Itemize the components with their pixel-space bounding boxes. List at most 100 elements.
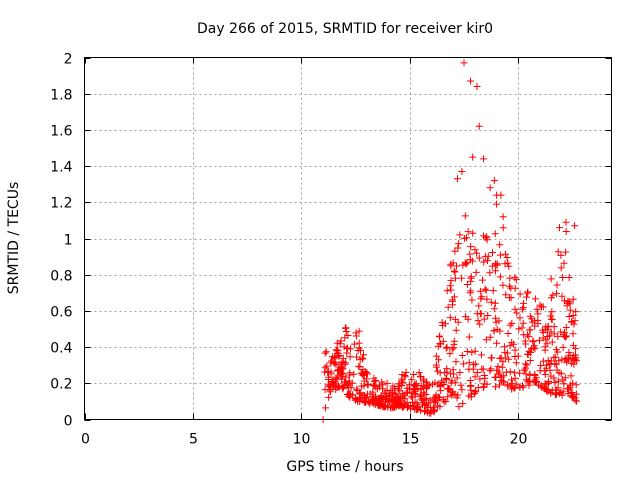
data-point bbox=[417, 373, 425, 381]
y-tick-label: 1 bbox=[64, 233, 73, 249]
data-point bbox=[455, 240, 463, 248]
data-point bbox=[461, 234, 469, 242]
data-point bbox=[360, 377, 368, 385]
data-point bbox=[326, 386, 334, 393]
data-point bbox=[547, 275, 555, 283]
data-point bbox=[475, 254, 483, 262]
data-point bbox=[544, 356, 552, 364]
data-point bbox=[510, 340, 518, 348]
data-point bbox=[447, 260, 455, 268]
data-point bbox=[342, 373, 350, 381]
data-point bbox=[392, 397, 400, 405]
data-point bbox=[333, 350, 341, 358]
data-point bbox=[554, 248, 562, 256]
data-point bbox=[516, 383, 524, 391]
data-point bbox=[426, 396, 434, 404]
data-point bbox=[537, 381, 545, 389]
data-point bbox=[351, 396, 359, 404]
data-point bbox=[346, 369, 354, 377]
data-point bbox=[411, 398, 419, 406]
data-point bbox=[504, 330, 512, 337]
data-point bbox=[480, 155, 487, 163]
data-point bbox=[327, 368, 335, 376]
data-point bbox=[525, 333, 533, 341]
data-point bbox=[522, 364, 530, 372]
data-point bbox=[483, 236, 491, 244]
data-point bbox=[547, 294, 555, 302]
data-point bbox=[524, 288, 532, 296]
data-point bbox=[572, 308, 580, 316]
data-point bbox=[495, 368, 503, 376]
data-point bbox=[423, 381, 431, 389]
data-point bbox=[460, 59, 468, 67]
data-point bbox=[463, 348, 471, 355]
data-point bbox=[430, 395, 438, 403]
data-point bbox=[416, 392, 424, 400]
data-point bbox=[493, 326, 501, 333]
data-point bbox=[519, 304, 527, 312]
x-tick-label: 15 bbox=[402, 432, 420, 448]
data-point bbox=[440, 381, 448, 388]
data-point bbox=[471, 390, 479, 398]
data-point bbox=[548, 338, 556, 346]
data-point bbox=[510, 384, 518, 392]
data-point bbox=[565, 274, 573, 281]
data-point bbox=[567, 389, 575, 397]
data-point bbox=[322, 404, 329, 412]
data-point bbox=[515, 325, 523, 333]
data-point bbox=[492, 318, 500, 326]
data-point bbox=[524, 350, 531, 358]
data-point bbox=[469, 229, 477, 237]
data-point bbox=[486, 184, 494, 192]
data-point bbox=[458, 352, 466, 359]
data-point bbox=[383, 379, 391, 387]
data-point bbox=[489, 249, 496, 256]
data-point bbox=[479, 365, 487, 373]
data-point bbox=[420, 395, 428, 403]
data-point bbox=[511, 284, 519, 292]
data-point bbox=[333, 339, 341, 347]
data-point bbox=[557, 251, 565, 259]
data-point bbox=[356, 363, 364, 371]
data-point bbox=[569, 355, 577, 363]
data-point bbox=[511, 305, 519, 313]
data-point bbox=[443, 287, 451, 295]
data-point bbox=[342, 324, 350, 332]
data-point bbox=[454, 318, 462, 326]
y-tick-label: 0.8 bbox=[50, 269, 72, 285]
data-point bbox=[490, 327, 498, 335]
data-point bbox=[394, 385, 402, 393]
data-point bbox=[553, 366, 561, 374]
data-point bbox=[429, 404, 437, 412]
data-point bbox=[568, 318, 576, 325]
data-point bbox=[508, 376, 515, 384]
data-point bbox=[506, 342, 514, 350]
data-point bbox=[474, 317, 482, 325]
data-point bbox=[403, 384, 411, 392]
data-point bbox=[436, 369, 444, 377]
data-point bbox=[443, 343, 451, 351]
data-point bbox=[432, 352, 440, 360]
data-point bbox=[420, 389, 428, 397]
data-point bbox=[522, 340, 530, 348]
data-point bbox=[471, 373, 479, 381]
data-point bbox=[325, 382, 333, 390]
data-point bbox=[548, 308, 556, 316]
data-point bbox=[337, 337, 345, 345]
data-point bbox=[570, 356, 578, 364]
data-point bbox=[483, 380, 491, 388]
data-point bbox=[441, 320, 449, 328]
data-point bbox=[542, 361, 550, 369]
data-point bbox=[453, 374, 461, 382]
data-point bbox=[451, 247, 459, 255]
data-point bbox=[536, 336, 543, 344]
data-point bbox=[364, 381, 372, 389]
data-point bbox=[448, 388, 456, 396]
data-point bbox=[408, 394, 416, 402]
data-point bbox=[413, 404, 421, 412]
data-point bbox=[478, 351, 485, 359]
data-point bbox=[328, 378, 336, 385]
data-point bbox=[459, 400, 467, 408]
data-point bbox=[499, 281, 507, 289]
data-point bbox=[514, 352, 522, 360]
